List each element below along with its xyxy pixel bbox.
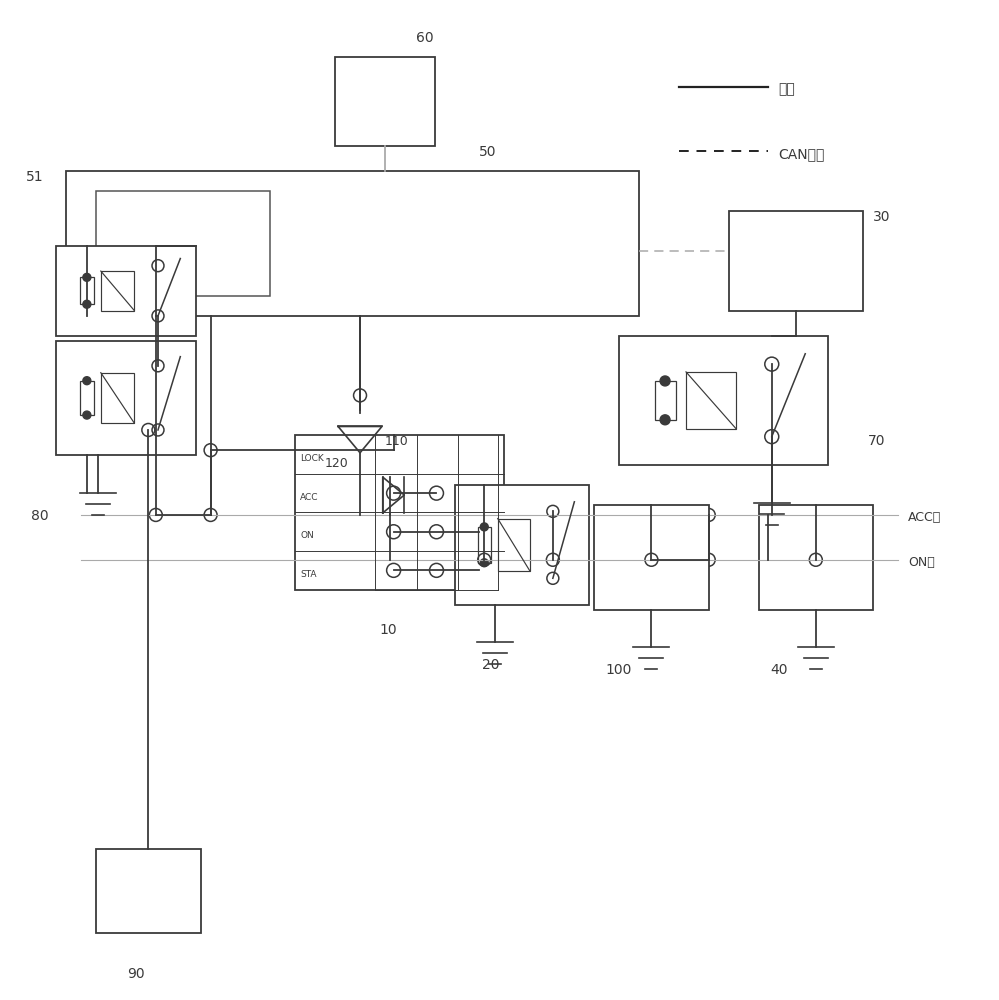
Circle shape xyxy=(83,273,91,281)
Circle shape xyxy=(83,411,91,419)
Bar xyxy=(56,246,196,336)
Text: 80: 80 xyxy=(31,509,49,523)
Bar xyxy=(619,336,828,465)
Text: 60: 60 xyxy=(416,31,434,45)
Text: LOCK: LOCK xyxy=(301,454,324,463)
Bar xyxy=(56,341,196,455)
Bar xyxy=(728,211,863,311)
Circle shape xyxy=(660,415,670,425)
Text: 70: 70 xyxy=(868,434,885,448)
Text: 20: 20 xyxy=(482,658,500,672)
Bar xyxy=(96,191,271,296)
Text: ACC电: ACC电 xyxy=(908,511,941,524)
Bar xyxy=(335,57,435,146)
Circle shape xyxy=(481,523,489,531)
Text: STA: STA xyxy=(301,570,317,579)
Bar xyxy=(296,435,504,590)
Bar xyxy=(478,527,491,563)
Text: 120: 120 xyxy=(325,457,349,470)
Text: 50: 50 xyxy=(479,145,497,159)
Bar xyxy=(594,505,708,610)
Circle shape xyxy=(660,376,670,386)
Bar xyxy=(101,373,134,423)
Text: 90: 90 xyxy=(128,967,145,981)
Bar xyxy=(498,519,530,571)
Circle shape xyxy=(83,300,91,308)
Circle shape xyxy=(83,377,91,385)
Text: CAN通讯: CAN通讯 xyxy=(778,147,825,161)
Bar xyxy=(80,277,94,304)
Bar xyxy=(80,381,94,415)
Bar xyxy=(96,849,201,933)
Text: ON: ON xyxy=(301,531,314,540)
Text: 51: 51 xyxy=(26,170,44,184)
Bar xyxy=(758,505,873,610)
Bar xyxy=(686,372,736,429)
Text: ON电: ON电 xyxy=(908,556,935,569)
Text: 30: 30 xyxy=(873,210,890,224)
Bar xyxy=(101,271,134,311)
Bar xyxy=(66,171,639,316)
Bar xyxy=(654,381,675,420)
Text: 10: 10 xyxy=(379,623,397,637)
Bar xyxy=(455,485,589,605)
Text: 110: 110 xyxy=(385,435,409,448)
Text: 线路: 线路 xyxy=(778,83,795,97)
Text: 100: 100 xyxy=(605,663,632,677)
Text: 40: 40 xyxy=(770,663,787,677)
Circle shape xyxy=(481,559,489,567)
Text: ACC: ACC xyxy=(301,493,319,502)
